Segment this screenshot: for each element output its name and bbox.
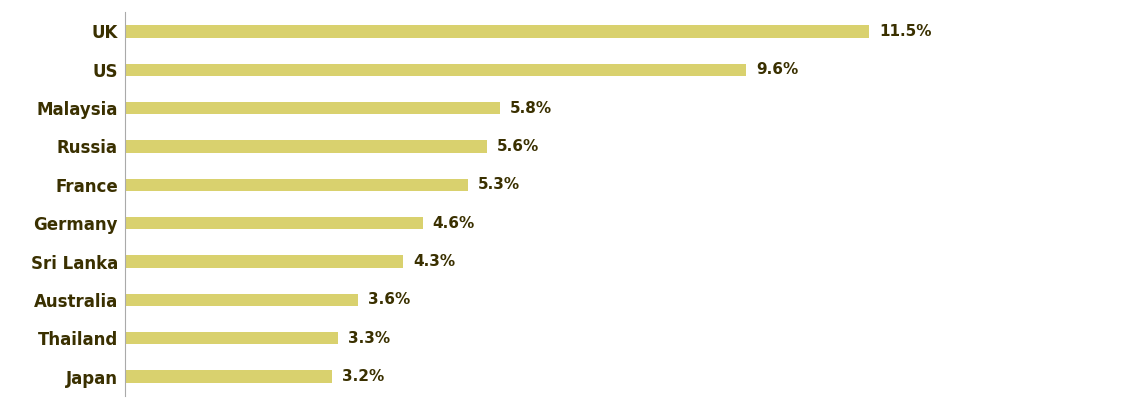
Bar (125, 64, 747, 76)
Bar (125, 217, 422, 229)
Bar (125, 255, 403, 268)
Text: 4.3%: 4.3% (413, 254, 455, 269)
Bar (125, 140, 487, 153)
Bar (125, 370, 333, 383)
Text: 5.6%: 5.6% (497, 139, 539, 154)
Text: 3.2%: 3.2% (342, 369, 384, 384)
Text: 11.5%: 11.5% (878, 24, 932, 39)
Text: 9.6%: 9.6% (756, 62, 798, 77)
Bar (125, 179, 468, 191)
Text: 4.6%: 4.6% (432, 216, 474, 231)
Text: 3.6%: 3.6% (368, 293, 410, 307)
Bar (125, 102, 501, 114)
Bar (125, 25, 869, 38)
Bar (125, 294, 358, 306)
Text: 3.3%: 3.3% (348, 331, 390, 346)
Bar (125, 332, 338, 344)
Text: 5.8%: 5.8% (510, 101, 552, 115)
Text: 5.3%: 5.3% (478, 177, 520, 192)
